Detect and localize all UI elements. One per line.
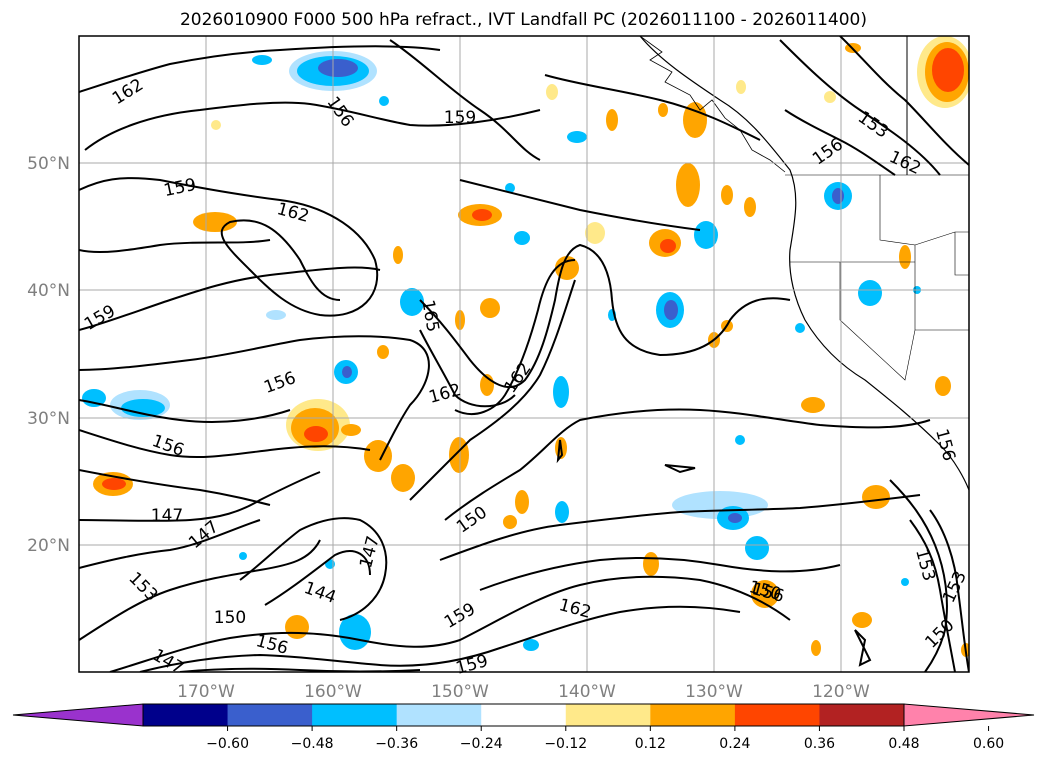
colorbar-segment: [565, 704, 651, 726]
coastline-islands: [639, 36, 786, 173]
colorbar-tick-label: −0.36: [375, 736, 418, 752]
lon-label: 140°W: [558, 682, 616, 702]
lat-label: 30°N: [27, 409, 70, 429]
contour-label: 150: [214, 608, 246, 628]
colorbar-segment: [312, 704, 398, 726]
lon-label: 170°W: [177, 682, 235, 702]
colorbar-segment: [819, 704, 905, 726]
lat-label: 50°N: [27, 154, 70, 174]
colorbar-tick-label: 0.60: [973, 736, 1004, 752]
colorbar-segment: [481, 704, 567, 726]
colorbar-extend-high: [903, 703, 1035, 727]
colorbar-tick-label: −0.24: [460, 736, 503, 752]
map-title: 2026010900 F000 500 hPa refract., IVT La…: [179, 10, 867, 30]
colorbar-segment: [227, 704, 313, 726]
colorbar: −0.60 −0.48 −0.36 −0.24 −0.12 0.12 0.24 0.36 0.4…: [12, 703, 1035, 752]
colorbar-tick-label: 0.24: [719, 736, 750, 752]
contour-label: 147: [151, 506, 183, 526]
colorbar-segment: [650, 704, 736, 726]
coastline: [639, 36, 969, 491]
colorbar-tick-label: −0.60: [206, 736, 249, 752]
colorbar-tick-label: 0.48: [888, 736, 919, 752]
longitude-labels: 170°W 160°W 150°W 140°W 130°W 120°W: [177, 682, 870, 702]
map-frame: [78, 35, 970, 673]
contour-label: 159: [444, 108, 476, 128]
lon-label: 160°W: [304, 682, 362, 702]
lon-label: 150°W: [431, 682, 489, 702]
colorbar-outline: [142, 703, 905, 727]
colorbar-segment: [143, 704, 229, 726]
lon-label: 120°W: [812, 682, 870, 702]
latitude-labels: 50°N 40°N 30°N 20°N: [27, 154, 70, 556]
lat-label: 40°N: [27, 281, 70, 301]
colorbar-tick-label: 0.12: [635, 736, 666, 752]
lat-label: 20°N: [27, 536, 70, 556]
colorbar-extend-low: [12, 703, 144, 727]
grid-lines: [79, 36, 969, 672]
political-borders: [785, 174, 969, 381]
colorbar-segment: [396, 704, 482, 726]
lon-label: 130°W: [685, 682, 743, 702]
colorbar-tick-label: −0.48: [291, 736, 334, 752]
colorbar-tick-label: 0.36: [804, 736, 835, 752]
colorbar-segment: [734, 704, 820, 726]
colorbar-tick-label: −0.12: [544, 736, 587, 752]
